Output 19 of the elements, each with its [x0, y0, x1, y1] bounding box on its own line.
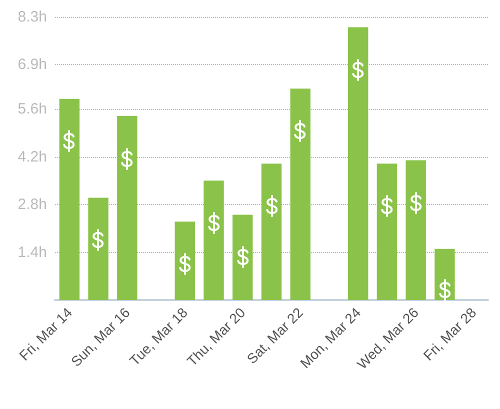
bar	[406, 160, 426, 300]
bar	[376, 164, 398, 300]
bar	[290, 88, 310, 300]
y-tick-label: 8.3h	[18, 8, 47, 26]
bar	[204, 180, 224, 300]
y-tick-label: 2.8h	[18, 196, 47, 214]
y-tick-label: 5.6h	[18, 100, 47, 118]
y-tick-label: 1.4h	[18, 244, 47, 261]
bar	[59, 98, 80, 300]
bar	[88, 198, 108, 300]
x-tick-label: Fri, Mar 28	[420, 304, 480, 364]
bar	[174, 222, 196, 300]
bar	[232, 214, 253, 300]
bar	[117, 116, 138, 300]
bar	[261, 164, 282, 300]
bar	[434, 248, 455, 300]
y-tick-label: 4.2h	[18, 148, 47, 166]
bar	[348, 27, 368, 300]
y-tick-label: 6.9h	[18, 56, 47, 74]
